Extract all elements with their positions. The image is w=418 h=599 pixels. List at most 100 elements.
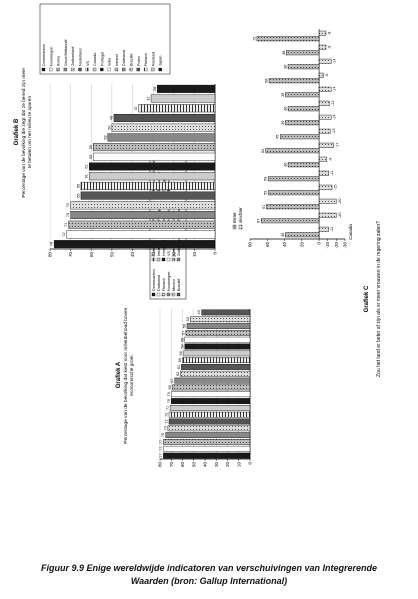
chart-a-value-label: 61 (177, 365, 181, 369)
chart-a-bar (171, 398, 251, 404)
chart-c-bar-beter (287, 162, 320, 168)
chart-a-bar (163, 452, 251, 459)
chart-b-bar (111, 123, 216, 132)
chart-a-subtitle-line: economische groei. (129, 354, 135, 396)
chart-b-legend-entry: Portugal (100, 52, 104, 66)
chart-c-bar-beter (267, 190, 320, 196)
chart-c-tick-label: 0 (317, 242, 322, 245)
chart-b-bar (80, 181, 216, 190)
chart-b-legend-swatch (78, 67, 82, 72)
chart-a-value-label: 69 (168, 385, 172, 389)
chart-b-legend-swatch (92, 67, 97, 72)
chart-b-legend-entry: VS (86, 60, 90, 66)
chart-b-bar (138, 104, 216, 113)
chart-b-tick-label: 30 (151, 252, 156, 258)
chart-c-value-label-beter: 61 (262, 205, 266, 209)
chart-a-legend-swatch (156, 292, 161, 297)
chart-b-tick-label: 10 (192, 252, 197, 258)
chart-b-value-label: 61 (85, 164, 89, 168)
chart-a-tick-label: 20 (225, 462, 230, 468)
chart-b-legend: Denemarken Noorwegen Korea Groot Brittannië… (39, 3, 171, 75)
chart-b-bar (80, 191, 216, 200)
chart-b-bar (68, 220, 216, 229)
chart-b-bar (93, 152, 216, 161)
chart-a-tick-label: 10 (236, 462, 241, 468)
chart-b-legend-box (39, 3, 171, 75)
chart-a-legend-entry: Brazilië (177, 279, 181, 291)
chart-c-legend-entry: Beter (232, 212, 237, 223)
chart-b-bar (88, 162, 216, 171)
chart-b-value-label: 65 (76, 194, 80, 198)
chart-b-subtitle-line: Percentage van de bevolking die zegt dat… (21, 67, 27, 197)
chart-c-value-labels: 39 -11 67 -20 61 -20 59 -15 59 -11 36 -9 62 -17 45 -13 3… (252, 32, 341, 237)
chart-b-value-label: 59 (89, 155, 93, 159)
chart-a-value-label: 67 (170, 378, 174, 382)
chart-a-legend-entry: Finland (162, 279, 166, 291)
chart-b-value-label: 31 (147, 96, 151, 100)
chart-a-legend-entry: Mexico (172, 279, 176, 291)
chart-c-bars (256, 30, 337, 238)
chart-a-value-label: 71 (166, 406, 170, 410)
chart-c-bar-beter (261, 218, 320, 224)
chart-a-bar (163, 445, 251, 452)
chart-c-value-label-slechter: -14 (333, 115, 337, 121)
chart-a-bars (163, 309, 251, 459)
chart-b-legend-swatch (114, 67, 119, 72)
chart-c-bar-slechter (318, 212, 337, 218)
chart-c-tick-label: -10 (325, 242, 330, 249)
chart-b-subtitle-line: te betalen om het milieu te sparen (27, 96, 33, 169)
chart-b-legend-entry: Zwitserland (71, 47, 75, 66)
chart-b-legend-swatch (158, 67, 162, 72)
chart-a-tick-label: 80 (158, 462, 163, 468)
chart-a-legend-entry: VS (167, 250, 171, 256)
chart-c-bar-slechter (318, 156, 328, 162)
chart-c: Grafiek C Zou het land er beter af zijn … (232, 29, 382, 377)
chart-c-value-label-slechter: -11 (330, 171, 334, 176)
chart-b-title: Grafiek B (14, 118, 20, 145)
chart-c-value-label-slechter: -20 (338, 213, 342, 219)
chart-a-bar (184, 336, 251, 343)
chart-c-tick-label: -20 (334, 242, 339, 249)
chart-b-bar (157, 84, 216, 93)
chart-b-bar (88, 172, 216, 181)
chart-a-bar (184, 343, 251, 350)
chart-c-value-label-beter: 39 (281, 93, 285, 97)
chart-c-value-label-slechter: -14 (333, 87, 337, 93)
chart-c-tick-label: 80 (248, 242, 253, 248)
chart-b-legend-entry: Ierland (115, 54, 119, 66)
chart-b-legend-entry: Noorwegen (49, 47, 53, 66)
chart-b-legend-swatch (63, 67, 68, 72)
chart-a-tick-label: 30 (214, 462, 219, 468)
chart-b-legend-entry: Duitsland (122, 50, 126, 66)
chart-a-value-label: 57 (181, 331, 185, 335)
chart-b-legend-swatch (129, 67, 133, 72)
chart-b-bar (113, 113, 216, 122)
chart-b-subtitle: Percentage van de bevolking die zegt dat… (21, 66, 33, 197)
chart-b-value-label: 50 (107, 126, 111, 130)
chart-a-value-label: 58 (180, 338, 184, 342)
chart-b-bar (53, 240, 216, 249)
chart-a-value-label: 77 (159, 440, 163, 444)
chart-b-value-label: 49 (109, 116, 113, 120)
chart-a-bar (174, 377, 251, 384)
chart-a-bar (163, 439, 251, 445)
chart-c-bar-beter (265, 148, 320, 154)
chart-b-value-label: 78 (50, 242, 54, 246)
chart-c-bar-slechter (318, 72, 324, 78)
chart-c-bar-slechter (318, 44, 327, 50)
chart-b: Grafiek B Percentage van de bevolking di… (14, 3, 218, 258)
chart-a-bar (167, 425, 251, 432)
chart-b-legend-swatch (49, 67, 53, 72)
chart-b-value-labels: 78 72 71 70 70 65 65 61 61 59 59 52 50 49 37 31 28 (50, 87, 157, 247)
chart-c-value-label-beter: 59 (264, 191, 268, 195)
chart-a-bar (172, 384, 251, 391)
chart-c-value-label-beter: 36 (284, 163, 288, 167)
chart-c-bar-slechter (318, 142, 334, 148)
chart-c-bar-beter (280, 134, 320, 140)
chart-b-legend-swatch (85, 67, 89, 72)
caption-line-2: Waarden (bron: Gallup International) (130, 576, 288, 586)
chart-a-legend-swatch (171, 292, 176, 297)
chart-c-value-label-slechter: -15 (334, 185, 338, 191)
chart-c-value-label-slechter: -8 (328, 32, 332, 35)
